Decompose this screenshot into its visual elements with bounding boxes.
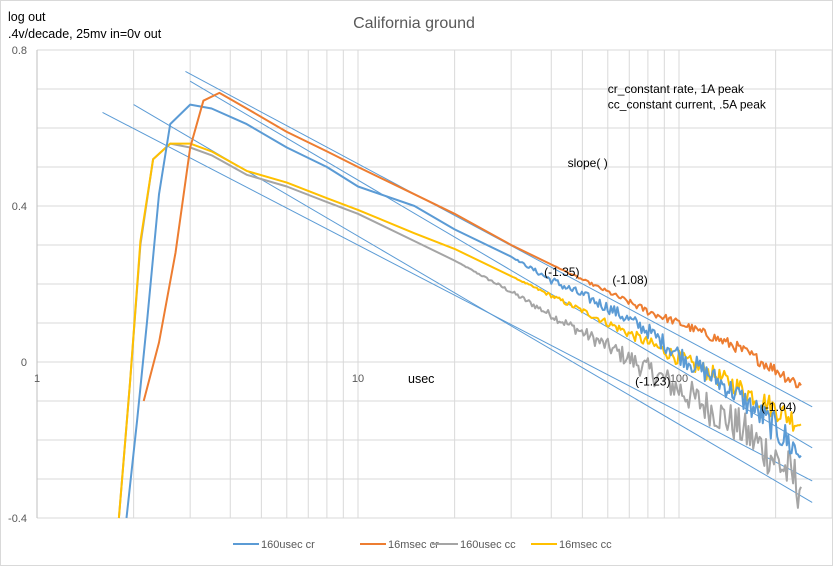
legend-label: 160usec cc bbox=[460, 539, 516, 551]
legend-label: 16msec cc bbox=[559, 539, 612, 551]
legend-label: 16msec cr bbox=[388, 539, 439, 551]
series-line-160usec-cr bbox=[125, 103, 802, 519]
chart-title: California ground bbox=[353, 15, 475, 32]
trendline bbox=[102, 111, 813, 482]
y-axis-label-line-2: .4v/decade, 25mv in=0v out bbox=[8, 27, 162, 41]
series-line-16msec-cc bbox=[117, 142, 802, 519]
series-line-160usec-cc bbox=[117, 142, 802, 519]
annotation-label: slope( ) bbox=[568, 156, 608, 170]
series-line-16msec-cr bbox=[142, 91, 802, 402]
y-axis-label-line-1: log out bbox=[8, 10, 46, 24]
y-tick-label: 0.8 bbox=[12, 45, 27, 57]
annotation-label: (-1.08) bbox=[612, 273, 647, 287]
annotation-label: (-1.35) bbox=[544, 265, 579, 279]
annotation-label: (-1.23) bbox=[635, 374, 670, 388]
annotation-label: cr_constant rate, 1A peak bbox=[608, 82, 745, 96]
y-tick-label: -0.4 bbox=[8, 513, 27, 525]
x-axis-label: usec bbox=[408, 372, 434, 386]
x-tick-label: 10 bbox=[352, 373, 364, 385]
annotation-label: (-1.04) bbox=[761, 400, 796, 414]
legend-label: 160usec cr bbox=[261, 539, 315, 551]
annotation-label: cc_constant current, .5A peak bbox=[608, 98, 767, 112]
trendline bbox=[189, 80, 813, 449]
legend: 160usec cr 16msec cr 160usec cc 16msec cc bbox=[233, 539, 612, 551]
x-tick-label: 100 bbox=[670, 373, 688, 385]
x-tick-label: 1 bbox=[34, 373, 40, 385]
y-tick-label: 0.4 bbox=[12, 201, 27, 213]
y-tick-label: 0 bbox=[21, 357, 27, 369]
